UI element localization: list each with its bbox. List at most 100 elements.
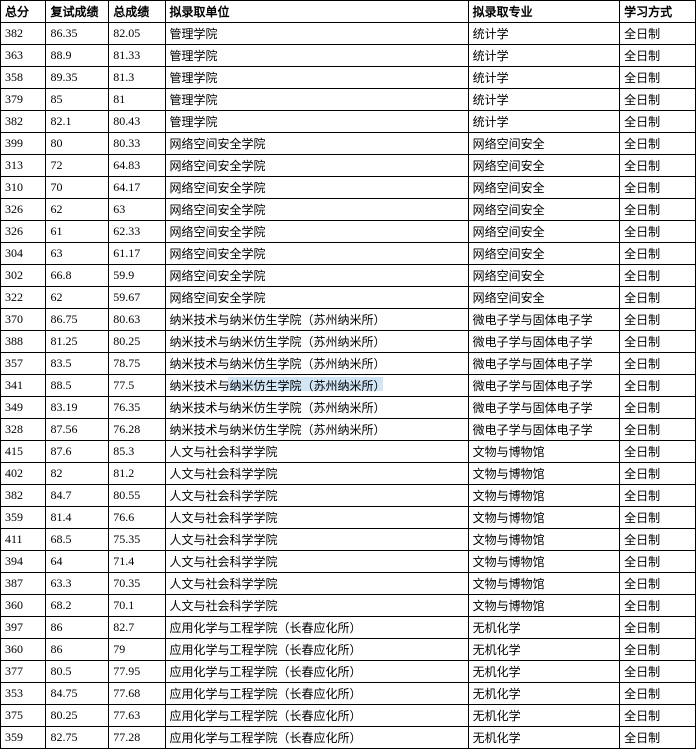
table-cell: 人文与社会科学学院 xyxy=(165,485,468,507)
table-cell: 83.19 xyxy=(46,397,109,419)
table-row: 38282.180.43管理学院统计学全日制 xyxy=(1,111,696,133)
table-cell: 管理学院 xyxy=(165,111,468,133)
table-cell: 59.67 xyxy=(109,287,165,309)
table-cell: 84.75 xyxy=(46,683,109,705)
table-cell: 全日制 xyxy=(620,221,696,243)
table-cell: 87.6 xyxy=(46,441,109,463)
table-cell: 377 xyxy=(1,661,46,683)
table-cell: 66.8 xyxy=(46,265,109,287)
table-cell: 326 xyxy=(1,199,46,221)
table-row: 3107064.17网络空间安全学院网络空间安全全日制 xyxy=(1,177,696,199)
table-cell: 341 xyxy=(1,375,46,397)
column-header: 总分 xyxy=(1,1,46,23)
table-cell: 77.63 xyxy=(109,705,165,727)
table-cell: 353 xyxy=(1,683,46,705)
table-cell: 88.5 xyxy=(46,375,109,397)
table-cell: 全日制 xyxy=(620,705,696,727)
table-cell: 62.33 xyxy=(109,221,165,243)
table-cell: 全日制 xyxy=(620,287,696,309)
table-row: 34188.577.5纳米技术与纳米仿生学院（苏州纳米所）微电子学与固体电子学全… xyxy=(1,375,696,397)
table-cell: 纳米技术与纳米仿生学院（苏州纳米所） xyxy=(165,353,468,375)
table-cell: 326 xyxy=(1,221,46,243)
table-cell: 全日制 xyxy=(620,551,696,573)
table-cell: 网络空间安全 xyxy=(468,221,620,243)
table-cell: 文物与博物馆 xyxy=(468,595,620,617)
table-cell: 80.25 xyxy=(109,331,165,353)
table-cell: 无机化学 xyxy=(468,661,620,683)
table-cell: 80.25 xyxy=(46,705,109,727)
table-row: 38763.370.35人文与社会科学学院文物与博物馆全日制 xyxy=(1,573,696,595)
table-cell: 71.4 xyxy=(109,551,165,573)
table-cell: 313 xyxy=(1,155,46,177)
table-cell: 81.25 xyxy=(46,331,109,353)
table-cell: 文物与博物馆 xyxy=(468,485,620,507)
table-cell: 网络空间安全学院 xyxy=(165,287,468,309)
table-cell: 64 xyxy=(46,551,109,573)
table-row: 38881.2580.25纳米技术与纳米仿生学院（苏州纳米所）微电子学与固体电子… xyxy=(1,331,696,353)
table-cell: 统计学 xyxy=(468,45,620,67)
table-cell: 微电子学与固体电子学 xyxy=(468,397,620,419)
table-cell: 全日制 xyxy=(620,617,696,639)
table-cell: 全日制 xyxy=(620,309,696,331)
table-cell: 85.3 xyxy=(109,441,165,463)
table-cell: 77.68 xyxy=(109,683,165,705)
table-row: 3608679应用化学与工程学院（长春应化所）无机化学全日制 xyxy=(1,639,696,661)
table-cell: 全日制 xyxy=(620,89,696,111)
table-row: 4028281.2人文与社会科学学院文物与博物馆全日制 xyxy=(1,463,696,485)
table-cell: 63 xyxy=(46,243,109,265)
table-cell: 360 xyxy=(1,639,46,661)
table-row: 36388.981.33管理学院统计学全日制 xyxy=(1,45,696,67)
admission-table: 总分复试成绩总成绩拟录取单位拟录取专业学习方式 38286.3582.05管理学… xyxy=(0,0,696,749)
table-cell: 82.05 xyxy=(109,23,165,45)
table-row: 35384.7577.68应用化学与工程学院（长春应化所）无机化学全日制 xyxy=(1,683,696,705)
table-row: 3798581管理学院统计学全日制 xyxy=(1,89,696,111)
table-cell: 人文与社会科学学院 xyxy=(165,463,468,485)
table-cell: 全日制 xyxy=(620,375,696,397)
table-cell: 无机化学 xyxy=(468,727,620,749)
table-row: 3266162.33网络空间安全学院网络空间安全全日制 xyxy=(1,221,696,243)
table-cell: 68.2 xyxy=(46,595,109,617)
table-cell: 全日制 xyxy=(620,441,696,463)
table-cell: 微电子学与固体电子学 xyxy=(468,353,620,375)
table-cell: 70.1 xyxy=(109,595,165,617)
table-cell: 77.95 xyxy=(109,661,165,683)
table-cell: 86.75 xyxy=(46,309,109,331)
table-cell: 网络空间安全学院 xyxy=(165,265,468,287)
table-cell: 全日制 xyxy=(620,463,696,485)
table-cell: 人文与社会科学学院 xyxy=(165,529,468,551)
column-header: 拟录取单位 xyxy=(165,1,468,23)
table-cell: 80.55 xyxy=(109,485,165,507)
table-cell: 全日制 xyxy=(620,155,696,177)
table-cell: 63 xyxy=(109,199,165,221)
table-row: 35982.7577.28应用化学与工程学院（长春应化所）无机化学全日制 xyxy=(1,727,696,749)
table-cell: 399 xyxy=(1,133,46,155)
table-cell: 82.75 xyxy=(46,727,109,749)
table-row: 3226259.67网络空间安全学院网络空间安全全日制 xyxy=(1,287,696,309)
table-cell: 纳米技术与纳米仿生学院（苏州纳米所） xyxy=(165,397,468,419)
table-row: 36068.270.1人文与社会科学学院文物与博物馆全日制 xyxy=(1,595,696,617)
table-cell: 81.3 xyxy=(109,67,165,89)
table-cell: 402 xyxy=(1,463,46,485)
table-row: 3266263网络空间安全学院网络空间安全全日制 xyxy=(1,199,696,221)
table-cell: 全日制 xyxy=(620,639,696,661)
table-cell: 322 xyxy=(1,287,46,309)
table-cell: 全日制 xyxy=(620,419,696,441)
column-header: 拟录取专业 xyxy=(468,1,620,23)
table-cell: 70.35 xyxy=(109,573,165,595)
table-cell: 全日制 xyxy=(620,133,696,155)
table-cell: 411 xyxy=(1,529,46,551)
table-cell: 网络空间安全学院 xyxy=(165,133,468,155)
column-header: 复试成绩 xyxy=(46,1,109,23)
table-cell: 82.7 xyxy=(109,617,165,639)
table-body: 38286.3582.05管理学院统计学全日制36388.981.33管理学院统… xyxy=(1,23,696,749)
table-row: 37580.2577.63应用化学与工程学院（长春应化所）无机化学全日制 xyxy=(1,705,696,727)
table-cell: 网络空间安全 xyxy=(468,199,620,221)
table-cell: 379 xyxy=(1,89,46,111)
table-cell: 全日制 xyxy=(620,265,696,287)
table-row: 32887.5676.28纳米技术与纳米仿生学院（苏州纳米所）微电子学与固体电子… xyxy=(1,419,696,441)
table-row: 3137264.83网络空间安全学院网络空间安全全日制 xyxy=(1,155,696,177)
table-cell: 纳米技术与纳米仿生学院（苏州纳米所） xyxy=(165,375,468,397)
table-cell: 81.33 xyxy=(109,45,165,67)
table-cell: 应用化学与工程学院（长春应化所） xyxy=(165,727,468,749)
table-header-row: 总分复试成绩总成绩拟录取单位拟录取专业学习方式 xyxy=(1,1,696,23)
